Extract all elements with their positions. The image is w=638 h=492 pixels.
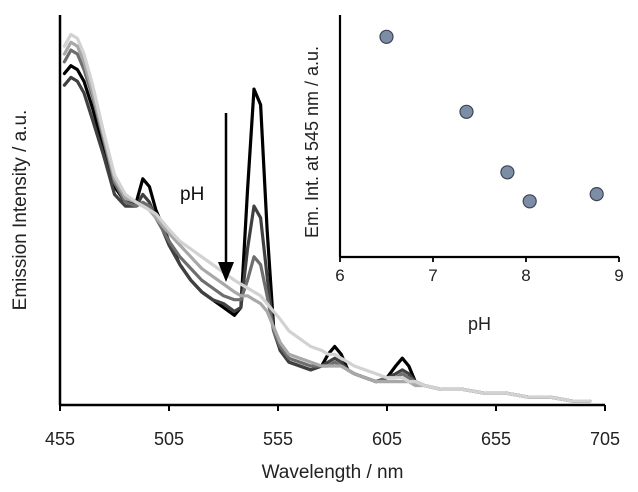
inset-y-axis-title: Em. Int. at 545 nm / a.u. [302,46,322,238]
inset-x-tick-label: 6 [335,266,344,285]
inset-x-ticks: 6 7 8 9 [335,257,623,285]
series-line-4 [64,42,589,401]
main-axes [60,15,605,405]
inset-x-tick-label: 8 [521,266,530,285]
series-line-3 [64,50,589,401]
ph-annotation-label: pH [180,184,204,205]
inset-data-point [590,188,603,201]
inset-data-point [501,166,514,179]
inset-points-group [380,30,603,208]
main-y-axis-title: Emission Intensity / a.u. [10,110,31,311]
inset-data-point [460,105,473,118]
ph-annotation-arrow [218,113,234,282]
inset-x-axis-title: pH [468,314,491,334]
inset-data-point [380,30,393,43]
inset-data-point [523,195,536,208]
main-x-tick-label: 455 [45,429,75,449]
inset-x-tick-label: 9 [614,266,623,285]
main-x-tick-label: 655 [481,429,511,449]
inset-scatter-chart: 6 7 8 9 pH Em. Int. at 545 nm / a.u. [302,15,624,334]
series-line-1 [64,66,589,401]
inset-axes [340,15,619,257]
main-x-tick-label: 705 [590,429,620,449]
main-x-tick-label: 555 [263,429,293,449]
main-series-group [64,35,589,402]
main-x-ticks: 455 505 555 605 655 705 [45,405,620,449]
main-x-tick-label: 505 [154,429,184,449]
series-line-5 [64,35,589,402]
main-x-tick-label: 605 [372,429,402,449]
main-x-axis-title: Wavelength / nm [262,462,404,483]
inset-x-tick-label: 7 [428,266,437,285]
